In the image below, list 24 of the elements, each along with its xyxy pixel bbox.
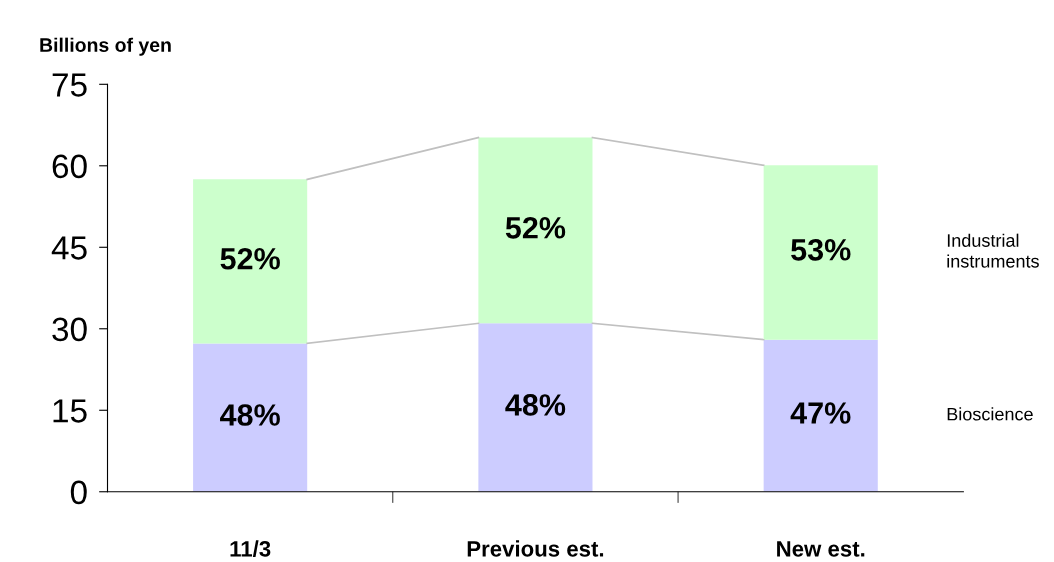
bar [193, 179, 308, 344]
bar [478, 323, 593, 492]
annotation: 52% [505, 217, 566, 239]
y-tick-label: 45 [51, 236, 87, 260]
bar [763, 165, 878, 340]
y-tick-label: 15 [53, 399, 87, 423]
x-tick-label: Previous est. [467, 540, 604, 557]
y-tick-label: 60 [52, 154, 87, 179]
x-tick-label: New est. [777, 541, 865, 557]
y-axis-title: Billions of yen [40, 37, 171, 56]
bar [763, 339, 878, 492]
annotation: 53% [791, 239, 851, 261]
annotation: 52% [220, 247, 280, 270]
annotation: 48% [505, 394, 566, 416]
text: Industrial instruments [947, 233, 1039, 268]
y-tick-label: 30 [52, 317, 87, 342]
y-tick-label: 75 [52, 73, 87, 97]
annotation: 48% [220, 404, 280, 426]
y-tick-label: 0 [70, 480, 87, 505]
bar [478, 137, 593, 324]
annotation: 47% [790, 402, 851, 424]
bar [193, 343, 308, 492]
text: Bioscience [947, 407, 1033, 421]
x-tick-label: 11/3 [230, 540, 271, 557]
